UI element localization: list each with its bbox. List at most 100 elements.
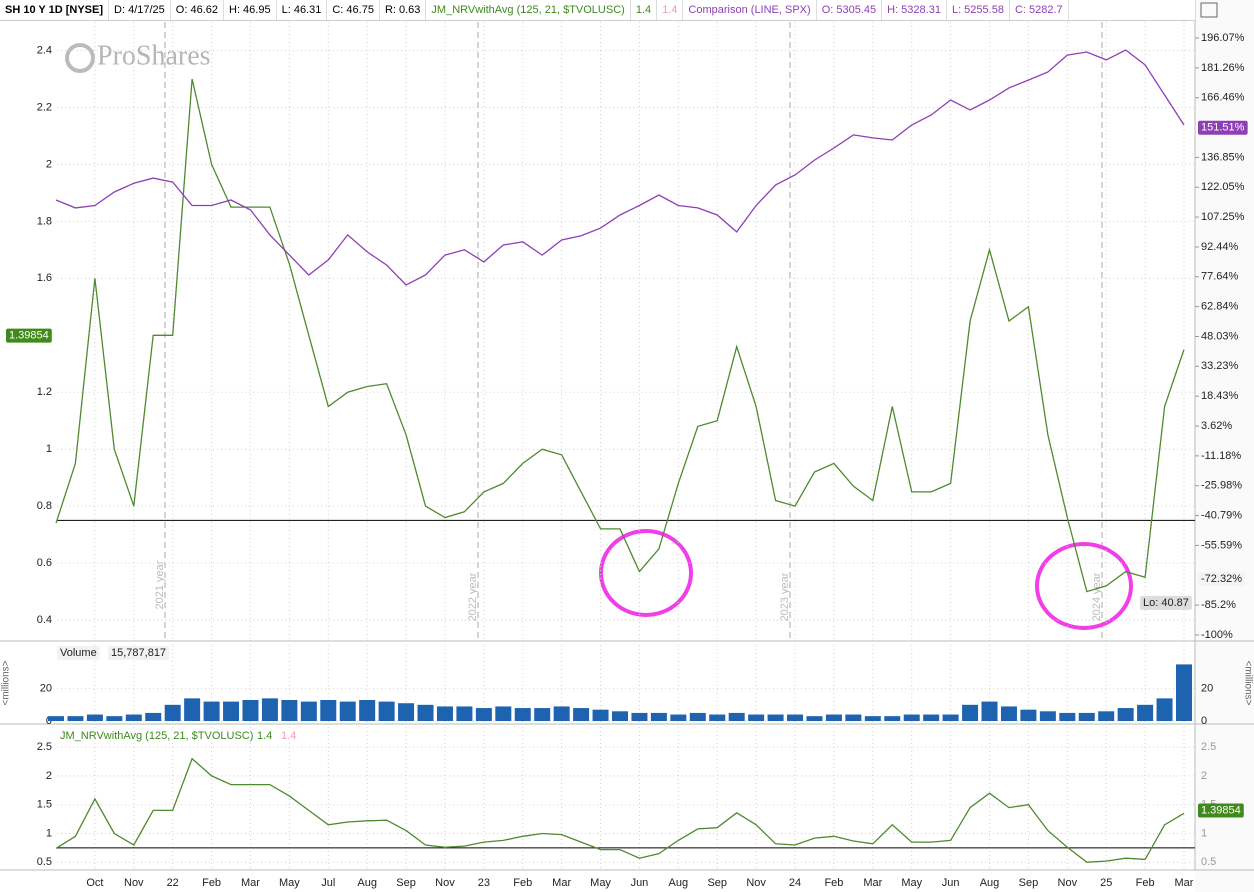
y2-tick-label: 33.23% — [1201, 360, 1239, 372]
low-label: Lo: 40.87 — [1143, 597, 1189, 609]
legend-entry: Comparison (LINE, SPX) — [683, 0, 817, 20]
x-tick-label: 25 — [1100, 877, 1112, 889]
volume-bar — [825, 714, 842, 721]
y2-tick-label: -40.79% — [1201, 509, 1242, 521]
x-tick-label: Nov — [435, 877, 455, 889]
indicator-param: 1.4 — [657, 0, 684, 20]
header-item: H: 5328.31 — [882, 0, 947, 20]
y-tick-label: 1.2 — [37, 386, 52, 398]
comparison-last: 151.51% — [1201, 122, 1245, 134]
right-axis-bg — [1195, 0, 1254, 892]
volume-bar — [242, 699, 259, 721]
y2-tick-label: 136.85% — [1201, 151, 1245, 163]
volume-bar — [1137, 704, 1154, 721]
volume-bar — [125, 714, 142, 721]
x-tick-label: 23 — [478, 877, 490, 889]
y-tick-label: 2 — [46, 770, 52, 782]
volume-last: 15,787,817 — [111, 647, 166, 659]
volume-bar — [86, 714, 103, 721]
y2-tick-label: -100% — [1201, 629, 1233, 641]
series-line — [55, 757, 1185, 863]
x-tick-label: Mar — [241, 877, 260, 889]
x-tick-label: Nov — [746, 877, 766, 889]
watermark: ProShares — [97, 40, 211, 71]
y2-tick-label: -55.59% — [1201, 539, 1242, 551]
y2-tick-label: 77.64% — [1201, 271, 1239, 283]
y2-tick-label: 48.03% — [1201, 330, 1239, 342]
indicator-last-bg — [1198, 803, 1244, 818]
x-tick-label: Aug — [669, 877, 689, 889]
volume-bar — [164, 704, 181, 721]
volume-title-bg — [57, 645, 100, 660]
x-tick-label: Mar — [863, 877, 882, 889]
symbol: SH 10 Y 1D [NYSE] — [0, 0, 110, 20]
volume-bar — [553, 706, 570, 721]
y-tick-label: 1 — [1201, 827, 1207, 839]
y2-tick-label: 18.43% — [1201, 390, 1239, 402]
volume-bar — [48, 716, 64, 721]
indicator-param-bg — [278, 728, 300, 743]
series-line — [55, 49, 1185, 286]
year-label: 2023 year — [779, 572, 791, 621]
volume-bar — [106, 716, 123, 721]
volume-bar — [962, 704, 979, 721]
toolbar-icon[interactable] — [1200, 2, 1218, 18]
x-tick-label: Feb — [513, 877, 532, 889]
last-value-bg — [6, 328, 52, 343]
x-tick-label: Nov — [124, 877, 144, 889]
indicator-param: 1.4 — [257, 730, 272, 742]
volume-bar — [767, 714, 784, 721]
volume-bar — [203, 701, 220, 721]
x-tick-label: Sep — [396, 877, 416, 889]
y-tick-label: 2.4 — [37, 44, 52, 56]
header-item: D: 4/17/25 — [109, 0, 171, 20]
y-tick-label: 1 — [46, 827, 52, 839]
volume-bar — [184, 698, 201, 721]
indicator-title: JM_NRVwithAvg (125, 21, $TVOLUSC) — [60, 730, 253, 742]
y2-tick-label: 107.25% — [1201, 211, 1245, 223]
year-label: 2024 year — [1091, 572, 1103, 621]
volume-bar — [378, 701, 395, 721]
x-tick-label: May — [901, 877, 922, 889]
volume-bar — [573, 708, 590, 721]
y-tick-label: 2.2 — [37, 101, 52, 113]
x-tick-label: May — [279, 877, 300, 889]
header-item: C: 46.75 — [327, 0, 380, 20]
header-item: R: 0.63 — [380, 0, 427, 20]
y-tick-label: 2 — [1201, 770, 1207, 782]
volume-bar — [67, 716, 84, 721]
y-tick-label: 1.6 — [37, 272, 52, 284]
volume-bar — [1117, 708, 1134, 721]
volume-bar — [223, 701, 240, 721]
indicator-param: 1.4 — [281, 730, 296, 742]
volume-bar — [1059, 712, 1076, 721]
indicator-last: 1.39854 — [1201, 804, 1241, 816]
highlight-circle — [599, 529, 693, 617]
y-tick-label: 1.5 — [37, 799, 52, 811]
year-dividers — [164, 22, 1103, 640]
header: SH 10 Y 1D [NYSE] D: 4/17/25 O: 46.62 H:… — [0, 0, 1195, 21]
y-tick-label: 0.8 — [37, 500, 52, 512]
y2-tick-label: 181.26% — [1201, 62, 1245, 74]
header-item: L: 46.31 — [277, 0, 328, 20]
y-tick-label: 0.4 — [37, 614, 52, 626]
indicator-param-bg — [254, 728, 276, 743]
y-tick-label: 20 — [40, 683, 52, 695]
y-tick-label: 1.8 — [37, 215, 52, 227]
volume-bar — [903, 714, 920, 721]
highlight-circle — [1035, 542, 1133, 630]
volume-bar — [534, 708, 551, 721]
last-value: 1.39854 — [9, 330, 49, 342]
volume-bar — [1176, 664, 1192, 721]
x-tick-label: Mar — [1175, 877, 1194, 889]
y-tick-label: 0.5 — [1201, 856, 1216, 868]
volume-bar — [145, 712, 162, 721]
y2-tick-label: 62.84% — [1201, 301, 1239, 313]
volume-bar — [436, 706, 453, 721]
volume-bar — [864, 716, 881, 721]
volume-bar — [592, 709, 609, 721]
x-tick-label: 24 — [789, 877, 801, 889]
volume-axis-label: <millions> — [1242, 660, 1253, 705]
y-tick-label: 1 — [46, 443, 52, 455]
